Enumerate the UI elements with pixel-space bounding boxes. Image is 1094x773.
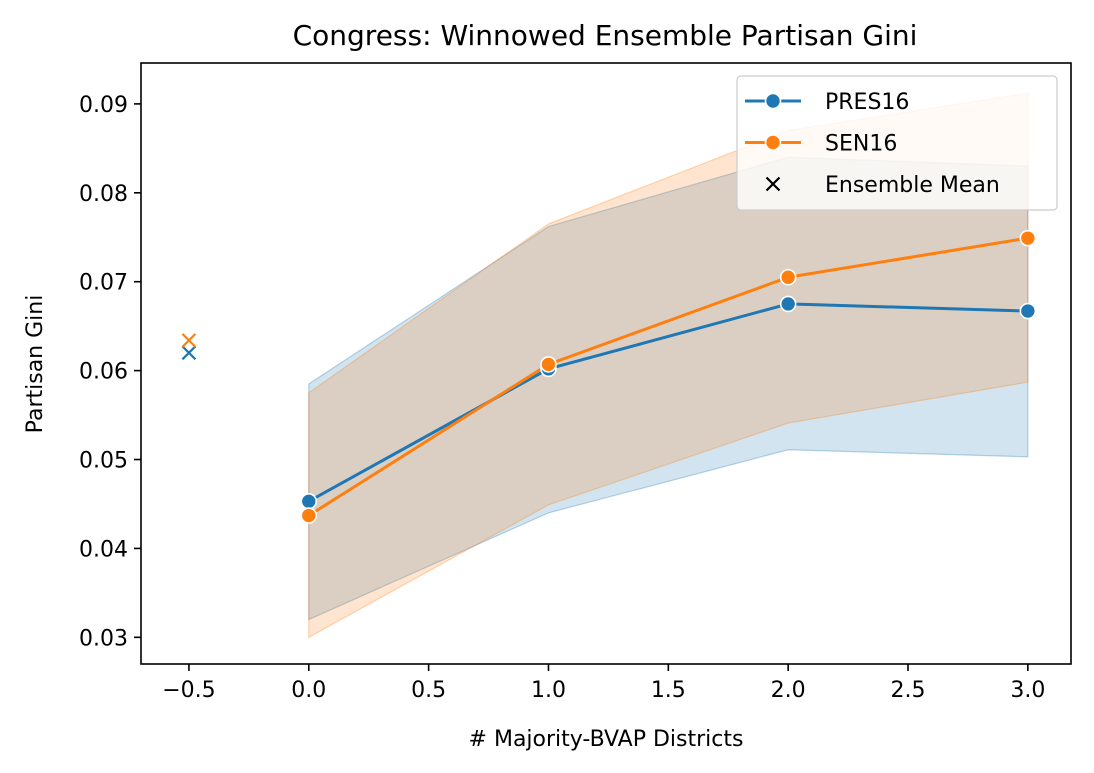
y-tick-label: 0.07: [79, 271, 128, 296]
series-lines: [307, 236, 1029, 517]
legend-item: PRES16: [745, 90, 909, 115]
band-pres16: [308, 156, 1029, 621]
x-tick-label: 1.0: [531, 678, 566, 703]
legend-label: Ensemble Mean: [825, 173, 1000, 198]
x-tick-label: 2.0: [771, 678, 806, 703]
x-tick-label: −0.5: [162, 678, 215, 703]
band-sen16: [308, 92, 1029, 639]
point-pres16: [779, 295, 797, 313]
point-sen16: [779, 268, 797, 286]
legend-label: SEN16: [825, 132, 897, 157]
series-points: [300, 229, 1037, 524]
point-sen16: [1019, 229, 1037, 247]
chart-title: Congress: Winnowed Ensemble Partisan Gin…: [293, 19, 918, 52]
x-tick-label: 1.5: [651, 678, 686, 703]
x-axis-label: # Majority-BVAP Districts: [469, 727, 744, 752]
point-sen16: [300, 507, 318, 524]
legend-marker-swatch: [764, 92, 782, 110]
y-tick-label: 0.09: [79, 93, 128, 118]
y-axis-label: Partisan Gini: [23, 295, 48, 434]
point-pres16: [300, 493, 318, 510]
legend-box: [736, 75, 1058, 211]
x-tick-label: 3.0: [1010, 678, 1045, 703]
point-pres16: [1019, 302, 1037, 320]
legend-x-swatch: [765, 176, 781, 192]
y-tick-label: 0.03: [79, 626, 128, 651]
y-axis-ticks: 0.03 0.04 0.05 0.06 0.07 0.08 0.09: [79, 93, 141, 651]
point-sen16: [540, 356, 557, 373]
x-tick-label: 0.5: [411, 678, 446, 703]
y-tick-label: 0.08: [79, 182, 128, 207]
ensemble-mean-markers: [181, 333, 197, 361]
legend-label: PRES16: [825, 90, 909, 115]
marker-stroke: [181, 345, 197, 361]
legend-item: Ensemble Mean: [765, 173, 1000, 198]
x-axis-ticks: −0.5 0.0 0.5 1.0 1.5 2.0 2.5 3.0: [162, 664, 1045, 703]
legend: PRES16 SEN16 Ensemble Mean: [736, 75, 1058, 211]
plot-frame: [140, 62, 1072, 665]
x-tick-label: 0.0: [291, 678, 326, 703]
line-sen16: [307, 236, 1029, 517]
legend-item: SEN16: [745, 132, 897, 157]
ensemble-mean-marker: [181, 345, 197, 361]
y-tick-label: 0.05: [79, 449, 128, 474]
confidence-bands: [308, 92, 1029, 639]
x-tick-label: 2.5: [891, 678, 926, 703]
marker-stroke: [181, 333, 197, 348]
ensemble-mean-marker: [181, 333, 197, 348]
y-tick-label: 0.06: [79, 360, 128, 385]
legend-marker-swatch: [764, 134, 782, 151]
line-pres16: [308, 302, 1028, 503]
y-tick-label: 0.04: [79, 537, 128, 562]
